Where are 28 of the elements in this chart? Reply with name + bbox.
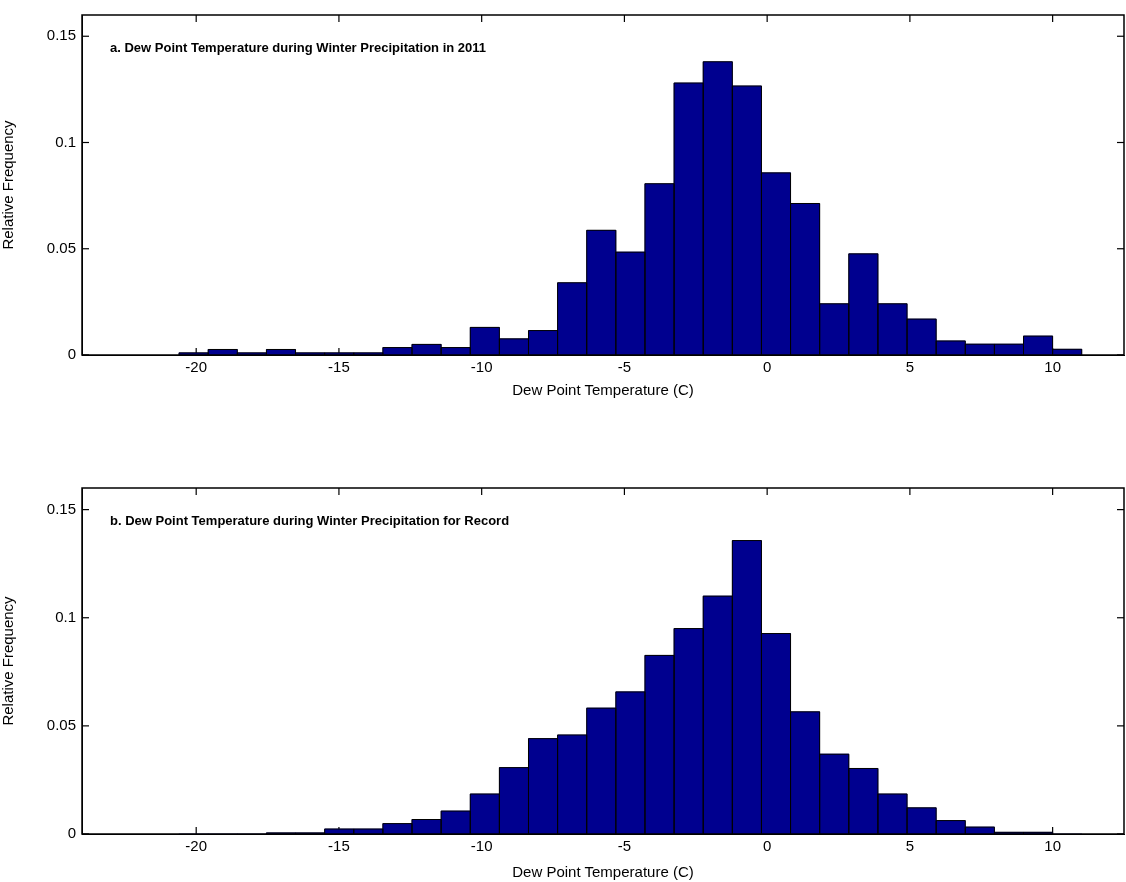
text: a. Dew Point Temperature during Winter Precipitation in 2011 <box>110 39 486 55</box>
x-tick-label: -15 <box>328 358 350 376</box>
x-tick-label: -10 <box>470 358 493 376</box>
y-tick-label: 0.1 <box>55 607 76 625</box>
x-tick-label: -10 <box>470 837 493 855</box>
y-tick-label: 0 <box>67 824 76 842</box>
x-axis-title: Dew Point Temperature (C) <box>512 863 694 881</box>
y-tick-label: 0 <box>67 345 76 363</box>
x-tick-label: 10 <box>1044 837 1061 855</box>
y-tick-label: 0.05 <box>46 238 76 256</box>
y-tick-label: 0.05 <box>46 716 76 734</box>
x-tick-label: -20 <box>185 358 208 376</box>
y-tick-label: 0.15 <box>46 499 76 517</box>
y-tick-label: 0.1 <box>55 132 76 150</box>
x-tick-label: 5 <box>905 358 915 376</box>
x-tick-label: -5 <box>617 358 632 376</box>
x-tick-label: -20 <box>185 837 208 855</box>
x-tick-label: -15 <box>328 837 350 855</box>
x-tick-label: 5 <box>905 837 915 855</box>
y-tick-label: 0.15 <box>46 26 76 44</box>
x-tick-label: -5 <box>617 837 632 855</box>
x-axis-title: Dew Point Temperature (C) <box>512 381 694 399</box>
text: b. Dew Point Temperature during Winter Precipitation for Record <box>110 512 510 528</box>
x-tick-label: 0 <box>762 358 772 376</box>
y-axis-title: Relative Frequency <box>0 595 17 726</box>
x-tick-label: 0 <box>762 837 772 855</box>
x-tick-label: 10 <box>1044 358 1061 376</box>
y-axis-title: Relative Frequency <box>0 119 17 250</box>
